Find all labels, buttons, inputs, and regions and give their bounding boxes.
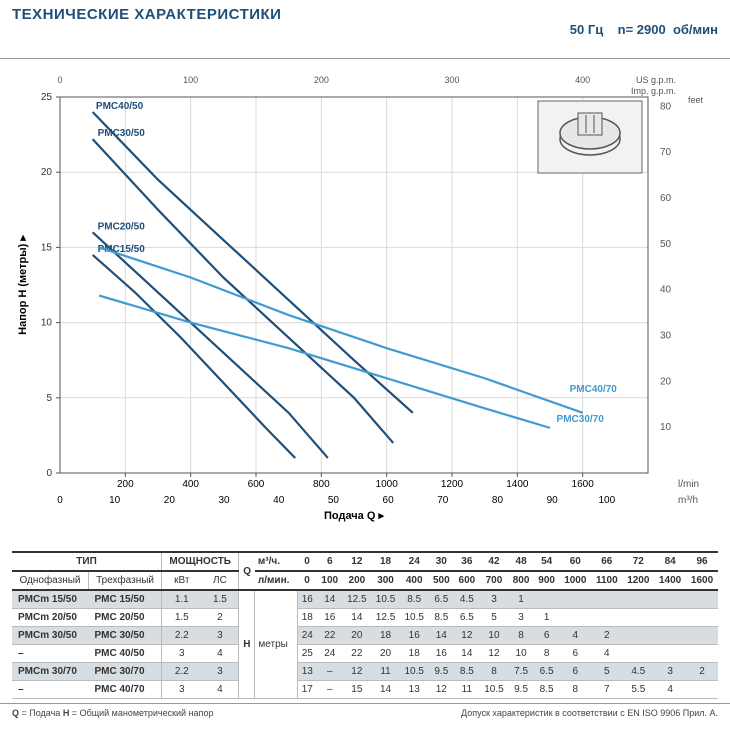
page-title: ТЕХНИЧЕСКИЕ ХАРАКТЕРИСТИКИ — [12, 6, 281, 23]
svg-text:400: 400 — [575, 75, 590, 85]
svg-text:40: 40 — [660, 285, 672, 296]
data-table-host: ТИПМОЩНОСТЬQм³/ч.06121824303642485460667… — [0, 551, 730, 699]
svg-text:90: 90 — [547, 495, 559, 506]
svg-text:1000: 1000 — [376, 479, 399, 490]
header: ТЕХНИЧЕСКИЕ ХАРАКТЕРИСТИКИ 50 Гц n= 2900… — [0, 0, 730, 59]
spec-table: ТИПМОЩНОСТЬQм³/ч.06121824303642485460667… — [12, 551, 718, 699]
svg-text:60: 60 — [383, 495, 395, 506]
svg-text:600: 600 — [248, 479, 265, 490]
footer: Q = Подача H = Общий манометрический нап… — [0, 703, 730, 726]
svg-text:m³/h: m³/h — [678, 495, 698, 506]
freq-label: 50 Гц — [570, 22, 603, 37]
svg-text:25: 25 — [41, 92, 53, 103]
svg-text:US g.p.m.: US g.p.m. — [636, 75, 676, 85]
header-right: 50 Гц n= 2900 об/мин — [555, 7, 718, 52]
svg-text:30: 30 — [660, 330, 672, 341]
svg-text:20: 20 — [660, 376, 672, 387]
svg-text:15: 15 — [41, 242, 53, 253]
speed-label: n= 2900 об/мин — [618, 22, 718, 37]
svg-text:5: 5 — [46, 393, 52, 404]
svg-text:200: 200 — [314, 75, 329, 85]
svg-text:l/min: l/min — [678, 479, 699, 490]
footer-standard: Допуск характеристик в соответствии с EN… — [461, 708, 718, 718]
svg-text:PMC30/70: PMC30/70 — [557, 414, 605, 425]
svg-text:100: 100 — [598, 495, 615, 506]
svg-text:PMC20/50: PMC20/50 — [98, 221, 146, 232]
svg-text:70: 70 — [660, 147, 672, 158]
svg-text:30: 30 — [218, 495, 230, 506]
svg-text:80: 80 — [492, 495, 504, 506]
svg-text:800: 800 — [313, 479, 330, 490]
svg-text:60: 60 — [660, 193, 672, 204]
svg-text:200: 200 — [117, 479, 134, 490]
svg-text:PMC40/50: PMC40/50 — [96, 101, 144, 112]
legend-q: Q — [12, 708, 19, 718]
svg-text:40: 40 — [273, 495, 285, 506]
svg-text:PMC30/50: PMC30/50 — [98, 128, 146, 139]
svg-text:80: 80 — [660, 101, 672, 112]
svg-text:20: 20 — [41, 167, 53, 178]
svg-text:PMC40/70: PMC40/70 — [570, 384, 618, 395]
legend-h-text: = Общий манометрический напор — [69, 708, 213, 718]
performance-chart: 0510152025Напор H (метры) ▸2004006008001… — [0, 59, 730, 533]
svg-text:100: 100 — [183, 75, 198, 85]
svg-text:1600: 1600 — [572, 479, 595, 490]
svg-text:Напор H (метры) ▸: Напор H (метры) ▸ — [17, 235, 29, 335]
svg-text:0: 0 — [46, 468, 52, 479]
svg-text:1200: 1200 — [441, 479, 464, 490]
svg-text:10: 10 — [41, 318, 53, 329]
svg-text:10: 10 — [109, 495, 121, 506]
legend-q-text: = Подача — [19, 708, 63, 718]
svg-text:1400: 1400 — [506, 479, 529, 490]
svg-text:20: 20 — [164, 495, 176, 506]
svg-text:300: 300 — [444, 75, 459, 85]
svg-text:Подача Q ▸: Подача Q ▸ — [324, 510, 384, 522]
svg-text:0: 0 — [57, 495, 63, 506]
svg-text:Imp. g.p.m.: Imp. g.p.m. — [631, 86, 676, 96]
footer-legend: Q = Подача H = Общий манометрический нап… — [12, 708, 213, 718]
svg-text:400: 400 — [182, 479, 199, 490]
svg-text:10: 10 — [660, 422, 672, 433]
svg-text:0: 0 — [57, 75, 62, 85]
svg-text:50: 50 — [328, 495, 340, 506]
svg-text:70: 70 — [437, 495, 449, 506]
svg-text:feet: feet — [688, 95, 704, 105]
chart-svg: 0510152025Напор H (метры) ▸2004006008001… — [12, 69, 718, 529]
svg-text:50: 50 — [660, 239, 672, 250]
